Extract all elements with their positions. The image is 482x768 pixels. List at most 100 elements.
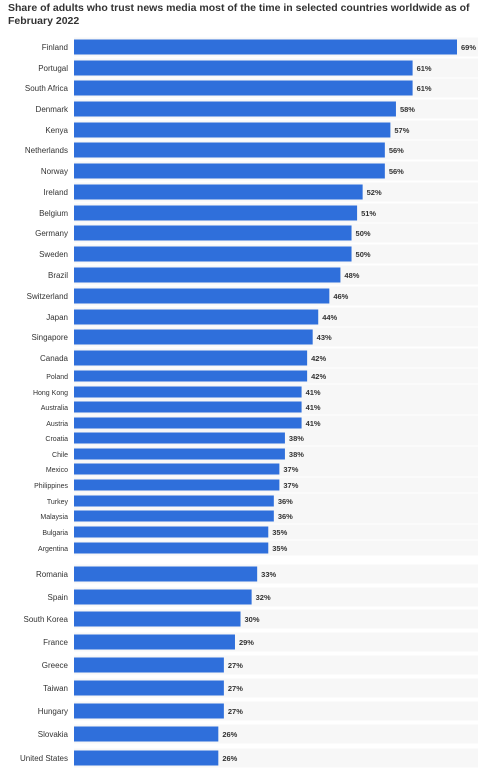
bar bbox=[74, 657, 224, 673]
bar bbox=[74, 589, 252, 605]
category-label: Taiwan bbox=[43, 684, 68, 693]
category-label: Spain bbox=[48, 593, 68, 602]
data-label: 58% bbox=[400, 105, 415, 114]
bar bbox=[74, 370, 308, 382]
data-label: 56% bbox=[389, 167, 404, 176]
data-label: 50% bbox=[356, 229, 371, 238]
data-label: 32% bbox=[256, 593, 271, 602]
data-label: 36% bbox=[278, 497, 293, 506]
category-label: Philippines bbox=[34, 483, 68, 490]
bar bbox=[74, 225, 352, 241]
category-label: Canada bbox=[40, 354, 69, 363]
data-label: 37% bbox=[283, 465, 298, 474]
data-label: 30% bbox=[245, 615, 260, 624]
data-label: 42% bbox=[311, 372, 326, 381]
bar bbox=[74, 39, 457, 55]
data-label: 29% bbox=[239, 638, 254, 647]
data-label: 27% bbox=[228, 661, 243, 670]
category-label: South Africa bbox=[25, 84, 69, 93]
bar bbox=[74, 417, 302, 429]
bar bbox=[74, 750, 219, 766]
category-label: Germany bbox=[35, 229, 68, 238]
bar bbox=[74, 288, 330, 304]
bar bbox=[74, 432, 285, 444]
bar bbox=[74, 566, 258, 582]
bar bbox=[74, 60, 413, 76]
category-label: Greece bbox=[42, 661, 69, 670]
category-label: Poland bbox=[46, 374, 68, 381]
category-label: Ireland bbox=[44, 188, 68, 197]
bar bbox=[74, 542, 269, 554]
category-label: Hong Kong bbox=[33, 390, 68, 397]
data-label: 50% bbox=[356, 250, 371, 259]
data-label: 27% bbox=[228, 684, 243, 693]
data-label: 37% bbox=[283, 481, 298, 490]
bar bbox=[74, 309, 319, 325]
chart-title: Share of adults who trust news media mos… bbox=[8, 2, 470, 27]
category-label: Mexico bbox=[46, 467, 68, 474]
data-label: 33% bbox=[261, 570, 276, 579]
data-label: 56% bbox=[389, 146, 404, 155]
data-label: 61% bbox=[417, 84, 432, 93]
category-label: Australia bbox=[41, 405, 68, 412]
data-label: 35% bbox=[272, 544, 287, 553]
bar bbox=[74, 510, 274, 522]
category-label: United States bbox=[20, 754, 68, 763]
bar bbox=[74, 163, 385, 179]
bar bbox=[74, 463, 280, 475]
bar bbox=[74, 122, 391, 138]
category-label: Malaysia bbox=[40, 514, 68, 521]
data-label: 48% bbox=[344, 271, 359, 280]
category-label: Bulgaria bbox=[42, 530, 68, 537]
category-label: Sweden bbox=[39, 250, 68, 259]
data-label: 52% bbox=[367, 188, 382, 197]
category-label: Croatia bbox=[45, 436, 68, 443]
category-label: Austria bbox=[46, 421, 68, 428]
data-label: 44% bbox=[322, 313, 337, 322]
category-label: Romania bbox=[36, 570, 69, 579]
bar bbox=[74, 634, 235, 650]
category-label: Hungary bbox=[38, 707, 68, 716]
bar bbox=[74, 101, 396, 117]
category-label: Kenya bbox=[45, 126, 68, 135]
category-label: Turkey bbox=[47, 499, 69, 506]
category-label: Brazil bbox=[48, 271, 68, 280]
category-label: Singapore bbox=[32, 333, 69, 342]
bar bbox=[74, 479, 280, 491]
data-label: 26% bbox=[222, 754, 237, 763]
data-label: 38% bbox=[289, 450, 304, 459]
data-label: 42% bbox=[311, 354, 326, 363]
data-label: 61% bbox=[417, 64, 432, 73]
bar bbox=[74, 526, 269, 538]
bar bbox=[74, 142, 385, 158]
category-label: France bbox=[43, 638, 68, 647]
bar bbox=[74, 495, 274, 507]
bar bbox=[74, 448, 285, 460]
bar bbox=[74, 703, 224, 719]
data-label: 26% bbox=[222, 730, 237, 739]
data-label: 35% bbox=[272, 528, 287, 537]
data-label: 38% bbox=[289, 434, 304, 443]
data-label: 27% bbox=[228, 707, 243, 716]
bar bbox=[74, 726, 219, 742]
bar bbox=[74, 680, 224, 696]
bar bbox=[74, 329, 313, 345]
category-label: Norway bbox=[41, 167, 68, 176]
data-label: 69% bbox=[461, 43, 476, 52]
category-label: Finland bbox=[42, 43, 68, 52]
bar bbox=[74, 267, 341, 283]
data-label: 51% bbox=[361, 209, 376, 218]
data-label: 41% bbox=[306, 403, 321, 412]
category-label: Belgium bbox=[39, 209, 68, 218]
bar bbox=[74, 246, 352, 262]
category-label: Argentina bbox=[38, 546, 68, 553]
data-label: 46% bbox=[333, 292, 348, 301]
data-label: 41% bbox=[306, 419, 321, 428]
category-label: South Korea bbox=[24, 615, 69, 624]
category-label: Slovakia bbox=[38, 730, 69, 739]
bar bbox=[74, 80, 413, 96]
data-label: 43% bbox=[317, 333, 332, 342]
bar bbox=[74, 205, 358, 221]
